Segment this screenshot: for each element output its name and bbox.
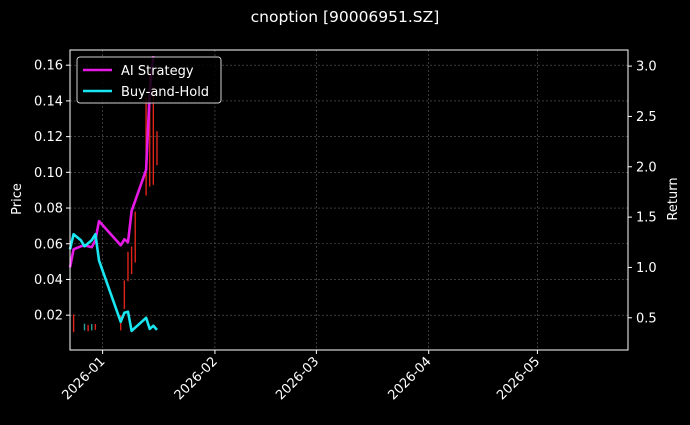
y-tick-label: 0.08 (34, 202, 63, 217)
series-line (68, 232, 158, 333)
y2-axis-label: Return (666, 177, 681, 220)
y-tick-label: 0.04 (34, 273, 63, 288)
y2-tick-label: 2.0 (636, 160, 657, 175)
candles (72, 72, 158, 333)
legend: AI Strategy Buy-and-Hold (76, 56, 222, 104)
x-tick-label: 2026-04 (386, 354, 435, 403)
legend-label: Buy-and-Hold (121, 85, 209, 100)
x-tick-label: 2026-05 (494, 354, 543, 403)
chart-title: cnoption [90006951.SZ] (251, 8, 440, 26)
y-tick-label: 0.16 (34, 59, 63, 74)
plot-frame (69, 49, 629, 351)
y2-tick-label: 3.0 (636, 60, 657, 75)
y-tick-label: 0.10 (34, 166, 63, 181)
y2-tick-label: 1.0 (636, 261, 657, 276)
y-tick-label: 0.06 (34, 237, 63, 252)
legend-box (76, 56, 222, 104)
x-tick-label: 2026-03 (273, 354, 322, 403)
series-lines (68, 55, 158, 333)
y-tick-label: 0.12 (34, 130, 63, 145)
x-tick-label: 2026-01 (59, 354, 108, 403)
y-tick-label: 0.02 (34, 309, 63, 324)
y2-tick-label: 2.5 (636, 110, 657, 125)
y-tick-label: 0.14 (34, 94, 63, 109)
y-axis-label: Price (10, 183, 25, 215)
y2-tick-label: 0.5 (636, 311, 657, 326)
x-tick-label: 2026-02 (172, 354, 221, 403)
y2-tick-label: 1.5 (636, 211, 657, 226)
legend-label: AI Strategy (121, 64, 194, 79)
series-line (68, 55, 155, 268)
